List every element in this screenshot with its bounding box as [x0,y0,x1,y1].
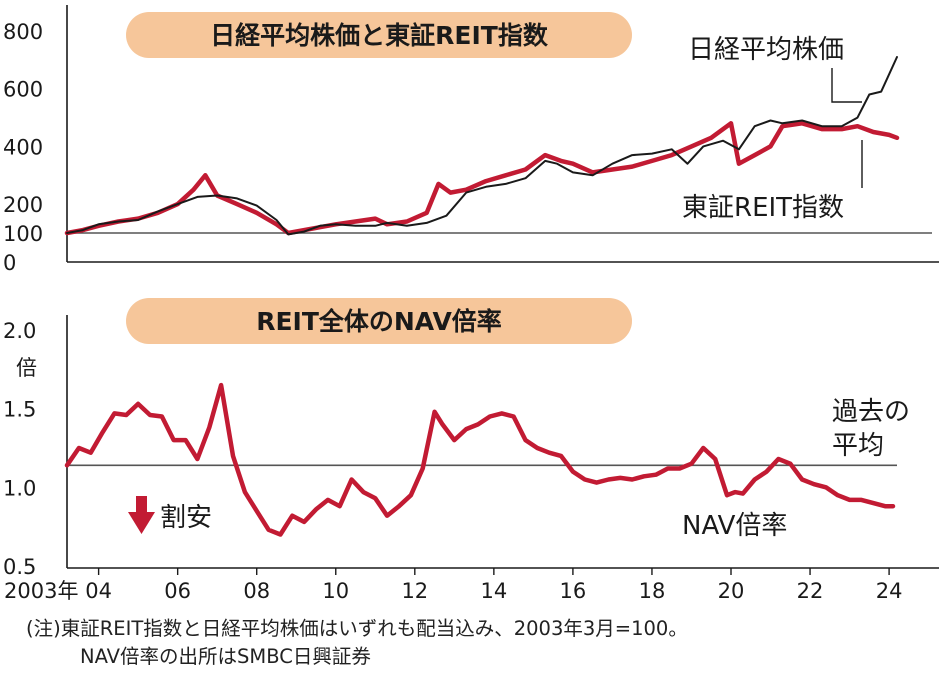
top-y-tick-label: 200 [3,193,43,217]
reit-index-line [64,121,900,236]
bottom-panel: 0.5 1.0 1.5 2.0 倍 2003年 04 06 08 10 12 14 16 18 20 22… [3,298,939,603]
average-annotation-line1: 過去の [832,397,910,427]
bottom-title-pill [126,298,632,344]
bottom-series-group [64,382,896,537]
top-y-tick-label: 0 [3,251,16,275]
top-y-ticks: 0 100 200 400 600 800 [3,20,43,275]
average-annotation-line2: 平均 [832,431,884,461]
x-tick-label: 18 [639,579,666,603]
reit-annotation: 東証REIT指数 [682,193,844,223]
top-title-pill [126,12,632,58]
bottom-y-tick-label: 1.0 [3,476,36,500]
x-tick-label: 08 [243,579,270,603]
bottom-y-tick-label: 0.5 [3,555,36,579]
bottom-y-tick-label: 2.0 [3,319,36,343]
top-series-group [64,56,900,236]
x-tick-label: 14 [480,579,507,603]
top-y-tick-label: 400 [3,135,43,159]
top-chart-title: 日経平均株価と東証REIT指数 [210,21,549,50]
footnote-line-1: (注)東証REIT指数と日経平均株価はいずれも配当込み、2003年3月=100。 [26,617,688,640]
bottom-y-tick-label: 1.5 [3,398,36,422]
x-axis-ticks: 2003年 04 06 08 10 12 14 16 18 20 22 24 [4,568,902,603]
cheap-arrow-icon [128,496,155,534]
nav-ratio-line [64,382,896,537]
bottom-y-unit: 倍 [16,356,37,380]
x-tick-label: 22 [797,579,824,603]
bottom-chart-title: REIT全体のNAV倍率 [256,307,502,336]
x-tick-label: 10 [322,579,349,603]
top-y-tick-label: 100 [3,222,43,246]
x-tick-label: 16 [560,579,587,603]
cheap-annotation: 割安 [160,503,212,533]
nikkei-annotation: 日経平均株価 [688,35,844,65]
top-y-tick-label: 800 [3,20,43,44]
nikkei-line [66,56,898,236]
nikkei-leader-line [831,68,862,103]
x-tick-label: 24 [876,579,903,603]
footnote-line-2: NAV倍率の出所はSMBC日興証券 [80,645,371,668]
nav-annotation: NAV倍率 [682,511,787,541]
x-tick-label: 2003年 [4,579,78,603]
x-tick-label: 12 [401,579,428,603]
bottom-y-ticks: 0.5 1.0 1.5 2.0 [3,319,36,579]
x-tick-label: 06 [164,579,191,603]
x-tick-label: 04 [85,579,112,603]
top-y-tick-label: 600 [3,78,43,102]
x-tick-label: 20 [718,579,745,603]
